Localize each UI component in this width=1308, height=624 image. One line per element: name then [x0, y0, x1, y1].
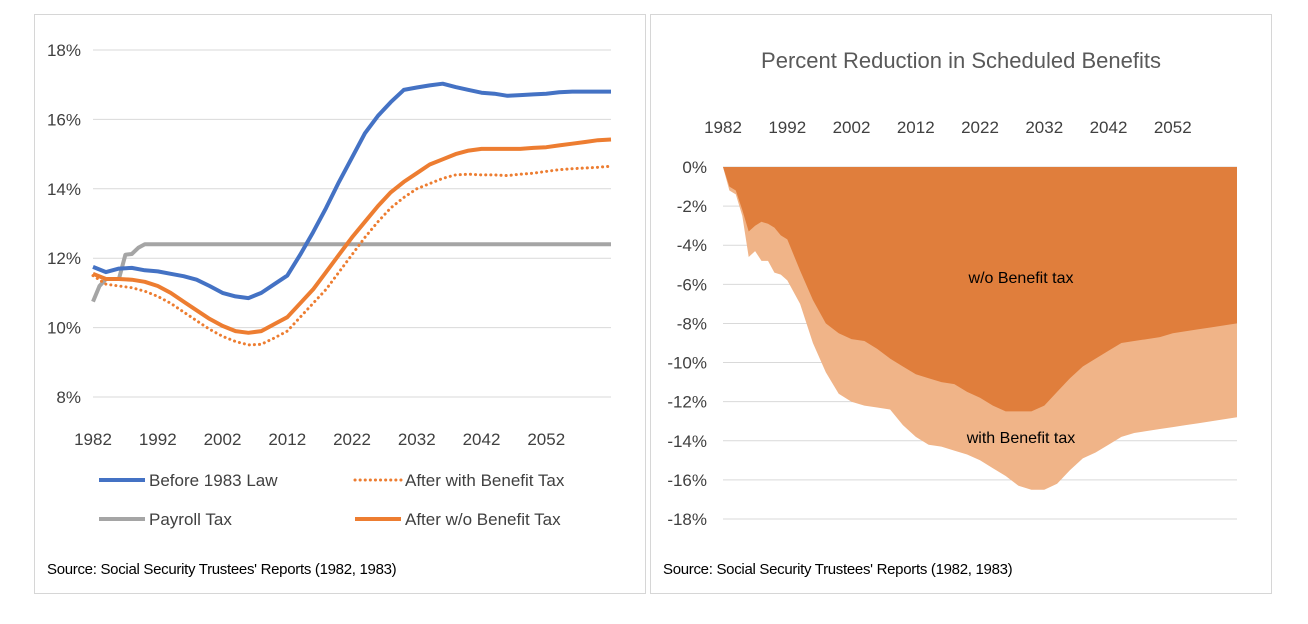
- y-tick-label: -10%: [667, 354, 707, 373]
- y-tick-label: -14%: [667, 432, 707, 451]
- y-tick-label: -8%: [677, 314, 707, 333]
- y-tick-label: -18%: [667, 510, 707, 529]
- x-tick-label: 1992: [139, 430, 177, 449]
- x-tick-label: 1982: [704, 118, 742, 137]
- area-chart: Percent Reduction in Scheduled Benefits 0…: [667, 48, 1237, 529]
- right-chart-panel: Percent Reduction in Scheduled Benefits 0…: [650, 14, 1272, 594]
- right-source-note: Source: Social Security Trustees' Report…: [663, 561, 1013, 578]
- y-tick-label: 8%: [56, 388, 81, 407]
- chart-title: Percent Reduction in Scheduled Benefits: [761, 48, 1161, 73]
- legend-label: After with Benefit Tax: [405, 471, 565, 490]
- y-tick-label: -16%: [667, 471, 707, 490]
- y-tick-label: -2%: [677, 197, 707, 216]
- x-tick-label: 2022: [333, 430, 371, 449]
- x-tick-label: 2022: [961, 118, 999, 137]
- area-label-with-benefit-tax: with Benefit tax: [966, 430, 1076, 447]
- series-line-before-1983-law: [92, 81, 611, 301]
- y-tick-label: 18%: [47, 41, 81, 60]
- y-tick-label: 14%: [47, 180, 81, 199]
- x-tick-label: 2032: [398, 430, 436, 449]
- series-line-after-with-benefit-tax: [91, 164, 613, 347]
- x-tick-label: 2052: [1154, 118, 1192, 137]
- x-tick-label: 2002: [204, 430, 242, 449]
- series-line-after-w-o-benefit-tax: [92, 137, 612, 335]
- legend-label: Before 1983 Law: [149, 471, 278, 490]
- y-tick-label: -4%: [677, 236, 707, 255]
- y-tick-label: -12%: [667, 393, 707, 412]
- x-tick-label: 1982: [74, 430, 112, 449]
- x-tick-label: 2012: [897, 118, 935, 137]
- x-tick-label: 2052: [527, 430, 565, 449]
- area-w-o-benefit-tax: [723, 167, 1237, 412]
- legend-label: Payroll Tax: [149, 510, 232, 529]
- y-tick-label: 10%: [47, 319, 81, 338]
- legend-label: After w/o Benefit Tax: [405, 510, 561, 529]
- y-tick-label: 16%: [47, 110, 81, 129]
- y-tick-label: 12%: [47, 249, 81, 268]
- area-label-without-benefit-tax: w/o Benefit tax: [968, 270, 1074, 287]
- x-tick-label: 2012: [268, 430, 306, 449]
- line-chart: 8% 10% 12% 14% 16% 18% 1982 1992 2002 2012 2022 203…: [47, 41, 613, 529]
- x-tick-label: 2002: [833, 118, 871, 137]
- y-tick-label: 0%: [682, 158, 707, 177]
- x-tick-label: 2042: [1090, 118, 1128, 137]
- y-tick-label: -6%: [677, 275, 707, 294]
- x-tick-label: 2032: [1025, 118, 1063, 137]
- left-chart-panel: 8% 10% 12% 14% 16% 18% 1982 1992 2002 2012 2022 203…: [34, 14, 646, 594]
- x-tick-label: 1992: [768, 118, 806, 137]
- x-tick-label: 2042: [463, 430, 501, 449]
- left-source-note: Source: Social Security Trustees' Report…: [47, 561, 397, 578]
